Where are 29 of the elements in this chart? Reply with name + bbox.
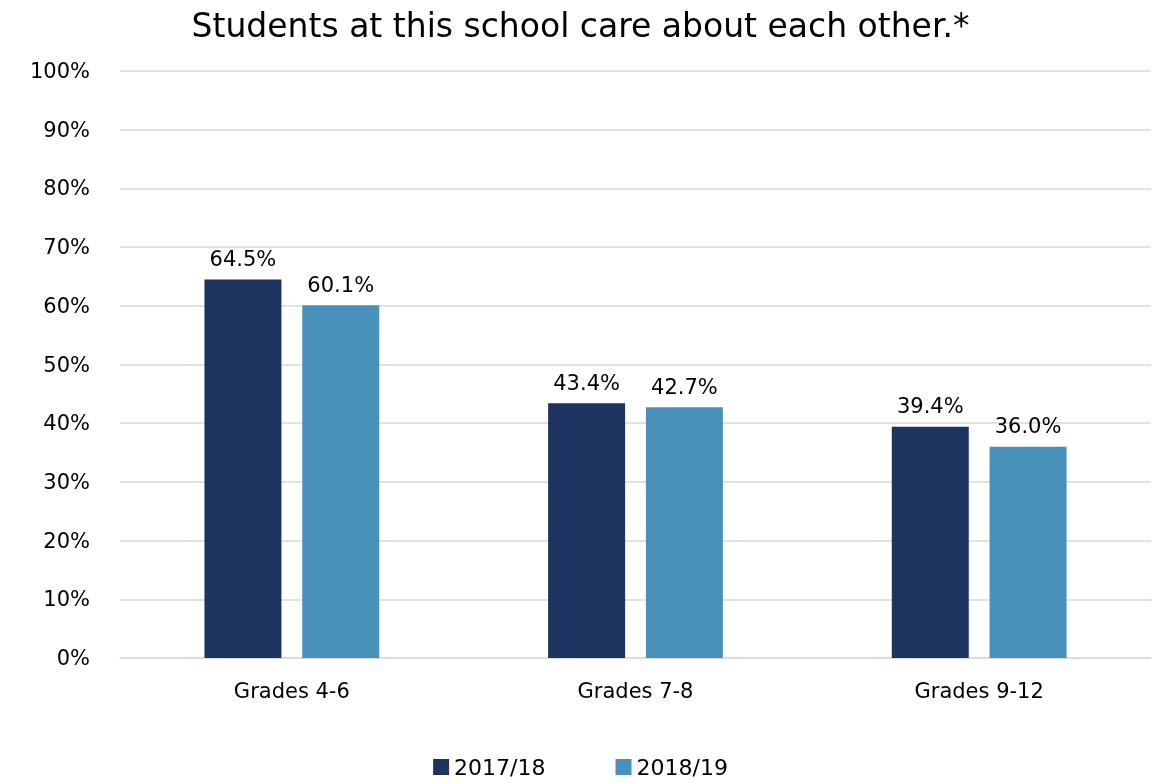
bar — [989, 446, 1067, 658]
x-tick-label: Grades 9-12 — [914, 678, 1044, 703]
data-label: 39.4% — [896, 394, 964, 419]
bar — [548, 403, 626, 658]
data-label: 64.5% — [209, 246, 277, 271]
bar — [204, 279, 282, 658]
data-label: 42.7% — [651, 374, 718, 399]
chart-title: Students at this school care about each other.* — [191, 6, 970, 45]
bar — [645, 407, 723, 658]
bar — [302, 305, 380, 658]
y-tick-label: 60% — [43, 293, 90, 318]
y-tick-label: 90% — [43, 117, 90, 142]
legend-label: 2018/19 — [636, 754, 728, 780]
x-tick-label: Grades 4-6 — [233, 678, 350, 703]
legend-label: 2017/18 — [454, 754, 546, 780]
bar — [891, 426, 969, 658]
y-tick-label: 0% — [56, 646, 90, 670]
y-tick-label: 20% — [43, 528, 90, 553]
data-label: 43.4% — [553, 370, 620, 395]
data-label: 36.0% — [994, 414, 1062, 439]
y-tick-label: 40% — [43, 411, 90, 436]
y-tick-label: 30% — [43, 469, 90, 494]
y-tick-label: 10% — [43, 587, 90, 612]
x-tick-label: Grades 7-8 — [577, 678, 694, 703]
y-tick-label: 70% — [43, 235, 90, 260]
y-tick-label: 80% — [43, 176, 90, 201]
y-tick-label: 100% — [29, 59, 90, 83]
data-label: 60.1% — [307, 272, 375, 297]
y-tick-label: 50% — [43, 352, 90, 377]
